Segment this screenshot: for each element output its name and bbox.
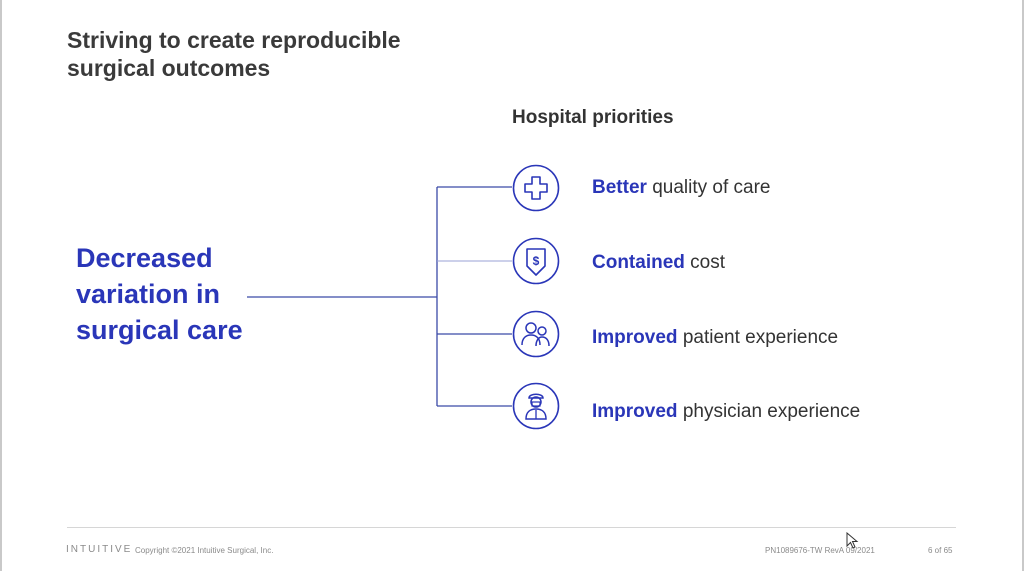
page-number: 6 of 65 [928,546,953,555]
svg-text:$: $ [533,254,540,268]
priority-contained-cost: Contained cost [592,252,725,274]
priority-emphasis: Improved [592,401,678,422]
priority-label: cost [690,252,726,273]
mouse-cursor-icon [846,532,859,549]
physician-icon [512,382,560,430]
medical-cross-icon [512,164,560,212]
copyright-text: Copyright ©2021 Intuitive Surgical, Inc. [135,546,274,555]
priority-quality-of-care: Better quality of care [592,177,770,199]
footer-divider [67,527,956,528]
intuitive-logo: INTUITIVE [66,544,133,555]
part-number: PN1089676-TW RevA 09/2021 [765,546,875,555]
patient-icon [512,310,560,358]
window-right-border [1022,0,1024,571]
priority-label: patient experience [682,327,839,348]
slide-title: Striving to create reproducible surgical… [67,27,401,81]
priority-physician-experience: Improved physician experience [592,401,860,423]
main-statement: Decreased variation in surgical care [76,243,243,345]
priorities-heading: Hospital priorities [512,107,674,128]
window-left-border [0,0,2,571]
priority-label: physician experience [682,401,861,422]
priority-emphasis: Better [592,177,647,198]
cost-down-icon: $ [512,237,560,285]
priority-emphasis: Improved [592,327,678,348]
priority-label: quality of care [652,177,771,198]
priority-emphasis: Contained [592,252,685,273]
priority-patient-experience: Improved patient experience [592,327,838,349]
